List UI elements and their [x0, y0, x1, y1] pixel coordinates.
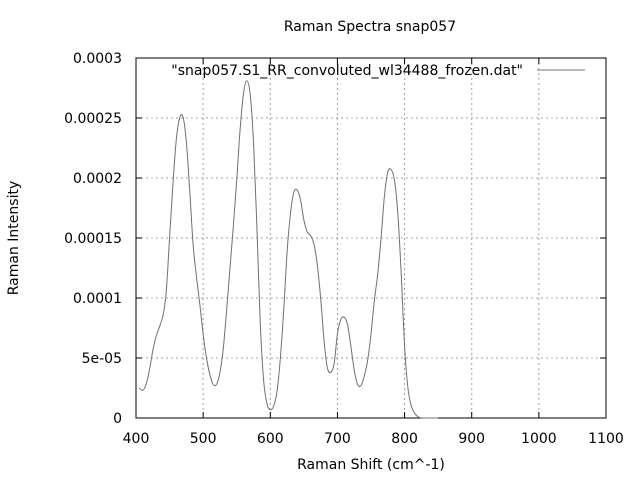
x-tick-label: 1000 — [521, 431, 557, 447]
series-layer — [139, 80, 439, 419]
series-line — [139, 80, 439, 419]
y-tick-label: 0.00025 — [64, 111, 122, 127]
plot-frame — [135, 57, 607, 419]
y-tick-label: 0.00015 — [64, 231, 122, 247]
grid-lines — [136, 58, 606, 418]
x-tick-label: 1100 — [588, 431, 624, 447]
y-axis-label: Raman Intensity — [6, 181, 22, 295]
y-tick-label: 0.0001 — [73, 291, 122, 307]
legend: "snap057.S1_RR_convoluted_wl34488_frozen… — [171, 63, 585, 79]
x-tick-label: 600 — [257, 431, 284, 447]
chart-title: Raman Spectra snap057 — [284, 19, 456, 35]
x-tick-label: 500 — [190, 431, 217, 447]
axis-ticks: 400 500 600 700 800 900 1000 1100 0 5e-05 0.0001 0.… — [64, 51, 624, 447]
x-tick-label: 400 — [123, 431, 150, 447]
y-tick-label: 0 — [113, 411, 122, 427]
y-tick-label: 0.0002 — [73, 171, 122, 187]
x-axis-label: Raman Shift (cm^-1) — [297, 457, 445, 473]
x-tick-label: 700 — [324, 431, 351, 447]
y-tick-label: 5e-05 — [82, 351, 122, 367]
y-tick-label: 0.0003 — [73, 51, 122, 67]
x-tick-label: 800 — [391, 431, 418, 447]
x-tick-label: 900 — [458, 431, 485, 447]
legend-label: "snap057.S1_RR_convoluted_wl34488_frozen… — [171, 63, 523, 79]
